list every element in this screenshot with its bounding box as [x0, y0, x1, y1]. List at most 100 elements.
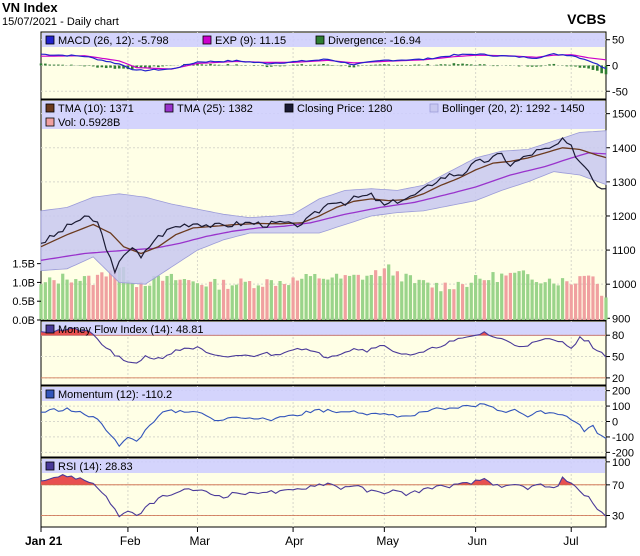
volume-bar — [452, 289, 456, 320]
volume-bar — [69, 282, 74, 320]
volume-bar — [330, 277, 334, 320]
momentum_panel-legend-bar — [42, 387, 605, 401]
volume-bar — [282, 283, 286, 320]
volume-bar — [582, 275, 586, 320]
volume-bar — [104, 276, 108, 320]
mfi-ytick-label: 80 — [612, 330, 624, 342]
volume-bar — [404, 273, 408, 320]
volume-bar — [52, 280, 56, 320]
price-ytick-label: 1200 — [612, 211, 636, 223]
volume-bar — [261, 286, 265, 320]
volume-bar — [56, 283, 60, 320]
momentum-ytick-label: -200 — [612, 447, 634, 459]
volume-bar — [547, 278, 552, 320]
macd_panel-legend-label: Divergence: -16.94 — [328, 35, 421, 47]
price_panel-legend-label: TMA (10): 1371 — [58, 103, 134, 115]
volume-bar — [169, 273, 173, 320]
rsi_panel-legend-swatch — [45, 461, 55, 471]
volume-bar — [443, 282, 447, 320]
volume-bar — [552, 283, 556, 320]
macd-ytick-label: 0 — [612, 61, 618, 73]
volume-bar — [182, 279, 187, 320]
price_panel-legend-bar — [42, 101, 605, 129]
volume-bar — [604, 297, 608, 320]
volume-bar — [369, 274, 373, 320]
closing-price-line — [40, 137, 607, 275]
volume-bar — [460, 284, 465, 320]
volume-bar — [600, 295, 604, 320]
volume-bar — [517, 271, 521, 320]
volume-bar — [200, 284, 204, 320]
volume-bar — [130, 283, 134, 320]
volume-bar — [121, 266, 126, 320]
volume-bar — [304, 273, 308, 320]
volume-bar — [208, 281, 213, 320]
volume-bar — [569, 284, 573, 320]
macd_panel-legend-label: MACD (26, 12): -5.798 — [58, 35, 169, 47]
volume-bar — [361, 279, 365, 320]
volume-bar — [74, 279, 78, 320]
volume-bar — [513, 272, 517, 320]
volume-bar — [343, 275, 347, 320]
x-axis-month-label: Apr — [285, 534, 304, 548]
volume-bar — [487, 280, 491, 320]
volume-bar — [139, 282, 143, 320]
volume-bar — [382, 268, 386, 320]
volume-bar — [426, 282, 430, 320]
volume-ytick-label: 1.0B — [12, 277, 35, 289]
volume-bar — [100, 272, 104, 320]
volume-bar — [234, 284, 239, 320]
volume-bar — [61, 273, 65, 320]
volume-bar — [252, 288, 256, 320]
volume-bar — [148, 285, 152, 320]
volume-bar — [421, 280, 426, 320]
volume-bar — [508, 272, 512, 320]
volume-bar — [417, 279, 421, 320]
volume-bar — [365, 275, 369, 320]
volume-ytick-label: 0.0B — [12, 315, 35, 327]
rsi_panel-legend-bar — [42, 459, 605, 473]
mfi_panel-legend-swatch — [45, 324, 55, 334]
volume-bar — [374, 270, 378, 320]
volume-bar — [43, 282, 47, 320]
volume-bar — [578, 276, 582, 320]
volume-bar — [152, 275, 156, 320]
macd_panel-legend-swatch — [45, 35, 55, 45]
x-axis-month-label: Jan 21 — [25, 534, 63, 548]
volume-bar — [287, 285, 291, 320]
volume-bar — [187, 280, 191, 320]
mfi_panel-legend-label: Money Flow Index (14): 48.81 — [58, 324, 204, 336]
volume-bar — [573, 283, 578, 320]
volume-bar — [243, 281, 247, 320]
volume-bar — [560, 278, 565, 320]
volume-bar — [78, 280, 82, 320]
volume-bar — [439, 291, 443, 320]
volume-bar — [226, 288, 230, 320]
mfi-line — [40, 327, 607, 364]
volume-bar — [87, 275, 91, 320]
volume-bar — [217, 289, 221, 320]
volume-bar — [113, 267, 117, 320]
rsi_panel-legend-label: RSI (14): 28.83 — [58, 461, 133, 473]
momentum-ytick-label: 0 — [612, 417, 618, 429]
tma10-line — [40, 147, 607, 255]
volume-bar — [391, 275, 395, 320]
volume-bar — [39, 284, 43, 320]
volume-bar — [395, 271, 399, 320]
volume-bar — [495, 282, 499, 320]
volume-bar — [95, 274, 100, 320]
volume-bar — [591, 276, 595, 320]
volume-bar — [469, 282, 473, 320]
volume-bar — [400, 281, 404, 320]
volume-bar — [126, 280, 130, 320]
volume-bar — [91, 285, 95, 320]
x-axis-month-label: Mar — [189, 534, 210, 548]
rsi-ytick-label: 30 — [612, 511, 624, 523]
volume-bar — [230, 285, 234, 320]
volume-bar — [291, 277, 295, 320]
macd_panel-legend-swatch — [202, 35, 212, 45]
price-ytick-label: 1300 — [612, 177, 636, 189]
price-ytick-label: 1100 — [612, 245, 636, 257]
x-axis-month-label: Feb — [120, 534, 141, 548]
